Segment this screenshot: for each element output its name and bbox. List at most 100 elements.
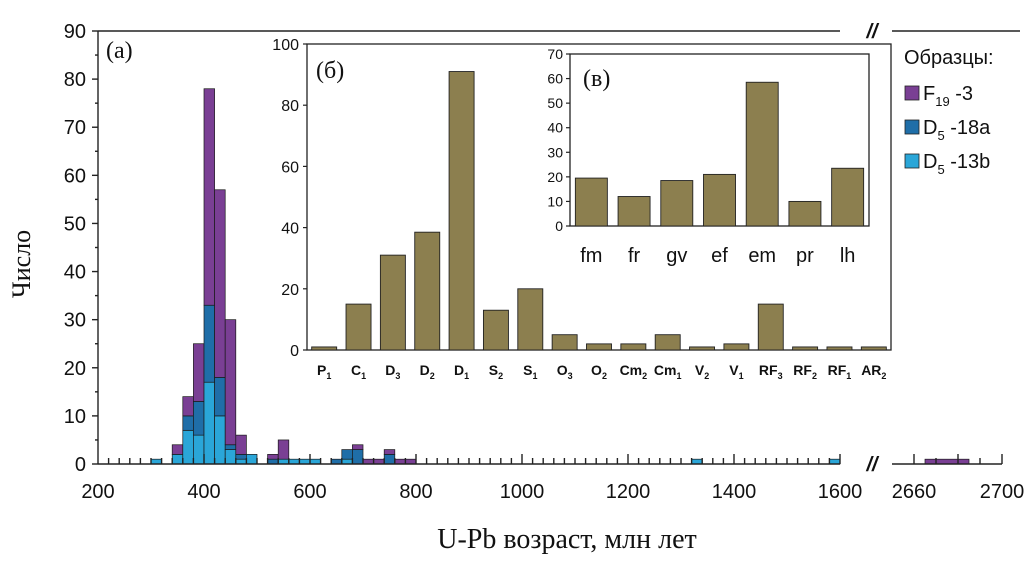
chart-c-x-tick-labels: fm fr gv ef em pr lh: [580, 245, 855, 267]
chart-b-bar: [551, 334, 578, 351]
legend: Образцы: F19 -3 D5 -18a D5 -13b: [904, 47, 994, 177]
chart-c-y-tick-label: 20: [547, 169, 563, 185]
histogram-bar-D5_18a: [214, 377, 226, 417]
chart-a-x-tick-label: 200: [81, 481, 114, 503]
chart-b-x-tick-labels: P1 C1 D3 D2 D1 S2 S1 O3 O2 Cm2 Cm1 V2 V1 RF3 RF2 RF1 AR2: [317, 362, 886, 381]
histogram-bar-D5_18a: [383, 454, 396, 465]
chart-a-bars: [150, 88, 970, 465]
chart-b-bar: [517, 288, 544, 351]
chart-c-x-tick-label: pr: [796, 245, 814, 267]
chart-a-x-tick-label: 400: [187, 481, 220, 503]
chart-c-y-tick-label: 0: [555, 218, 563, 234]
chart-a-x-tick-labels: 200 400 600 800 1000 1200 1400 1600 2660 2700: [81, 481, 1024, 503]
histogram-bar-D5_18a: [224, 444, 237, 450]
chart-c-y-tick-label: 70: [547, 46, 563, 62]
legend-swatch-D5_18a: [904, 119, 920, 135]
chart-a-y-tick-label: 50: [64, 213, 86, 235]
chart-c-bars: [574, 81, 865, 227]
chart-c-y-tick-label: 40: [547, 120, 563, 136]
chart-b-panel-label: (б): [316, 58, 344, 84]
legend-swatch-D5_13b: [904, 153, 920, 169]
legend-title: Образцы:: [904, 47, 994, 69]
chart-b-x-tick-label: RF3: [759, 362, 783, 381]
chart-b-x-tick-label: Cm1: [654, 362, 682, 381]
axis-break-marks: // //: [858, 21, 884, 476]
chart-a-y-tick-label: 10: [64, 406, 86, 428]
chart-c-bar: [831, 167, 865, 227]
chart-c-x-tick-label: ef: [711, 245, 728, 267]
histogram-bar-F19_3: [203, 88, 215, 306]
histogram-bar-D5_18a: [193, 401, 205, 436]
histogram-bar-F19_3: [362, 458, 374, 465]
chart-b-y-tick-label: 20: [281, 282, 299, 299]
chart-b-bars: [311, 71, 887, 351]
chart-b-x-tick-label: Cm2: [620, 362, 648, 381]
histogram-bar-F19_3: [214, 189, 226, 378]
chart-c-x-tick-label: fm: [580, 245, 602, 267]
chart-b-x-tick-label: O2: [591, 362, 607, 381]
histogram-bar-D5_13b: [182, 429, 194, 465]
chart-a-x-tick-label: 600: [293, 481, 326, 503]
chart-b-bar: [654, 334, 681, 351]
chart-b-x-tick-label: D3: [385, 362, 400, 381]
chart-b-bar: [860, 346, 887, 351]
chart-a-y-tick-label: 90: [64, 21, 86, 43]
chart-b-y-tick-label: 40: [281, 221, 299, 238]
chart-b-bar: [345, 303, 372, 351]
chart-b-y-tick-label: 80: [281, 98, 299, 115]
chart-c-bar: [574, 177, 608, 227]
histogram-bar-D5_13b: [341, 458, 353, 465]
chart-a-ylabel: Число: [7, 230, 36, 298]
histogram-bar-F19_3: [383, 449, 396, 455]
histogram-bar-F19_3: [182, 396, 194, 417]
chart-c-y-tick-label: 50: [547, 95, 563, 111]
chart-b-x-tick-label: AR2: [861, 362, 886, 381]
legend-entries: F19 -3 D5 -18a D5 -13b: [904, 83, 991, 177]
chart-b-x-tick-label: RF2: [793, 362, 817, 381]
chart-a-x-tick-label: 1400: [712, 481, 757, 503]
chart-b-bar: [311, 346, 338, 351]
chart-b-bar: [689, 346, 716, 351]
histogram-bar-F19_3: [405, 458, 417, 465]
chart-a-y-tick-label: 80: [64, 69, 86, 91]
histogram-bar-F19_3: [394, 458, 406, 465]
chart-b-bar: [482, 309, 509, 351]
histogram-bar-D5_13b: [288, 458, 300, 465]
histogram-bar-D5_13b: [691, 458, 703, 465]
chart-a-y-tick-label: 40: [64, 262, 86, 284]
chart-a-x-tick-label: 2660: [892, 481, 937, 503]
histogram-bar-D5_18a: [203, 304, 215, 383]
axis-break-gap: [858, 456, 884, 472]
histogram-bar-D5_13b: [150, 458, 162, 465]
histogram-bar-D5_13b: [309, 458, 321, 465]
chart-c-bar: [660, 180, 694, 227]
chart-c-bar: [617, 196, 651, 227]
histogram-bar-D5_18a: [330, 458, 343, 465]
chart-b-y-tick-label: 60: [281, 159, 299, 176]
legend-swatch-F19_3: [904, 85, 920, 101]
chart-b-bar: [723, 343, 750, 351]
chart-c-bar: [703, 173, 736, 227]
chart-b-y-tick-label: 100: [272, 37, 299, 54]
histogram-bar-D5_13b: [299, 458, 311, 465]
histogram-bar-F19_3: [224, 319, 237, 446]
axis-break-gap: [858, 23, 884, 39]
chart-c-y-tick-label: 10: [547, 193, 563, 209]
chart-a-x-tick-label: 2700: [980, 481, 1025, 503]
histogram-bar-F19_3: [352, 444, 364, 450]
histogram-bar-D5_18a: [267, 458, 279, 465]
chart-c-x-tick-label: em: [748, 245, 776, 267]
chart-b-x-tick-label: P1: [317, 362, 331, 381]
histogram-bar-F19_3: [171, 444, 184, 455]
chart-b-bar: [379, 254, 406, 351]
chart-b-y-tick-label: 0: [290, 343, 299, 360]
histogram-bar-D5_13b: [214, 415, 226, 465]
chart-b-bar: [448, 71, 475, 351]
histogram-bar-D5_13b: [829, 458, 841, 465]
chart-a-x-tick-label: 1600: [818, 481, 863, 503]
chart-a-y-tick-labels: 0 10 20 30 40 50 60 70 80 90: [64, 21, 86, 476]
legend-entry-label: F19 -3: [923, 83, 973, 109]
chart-c-x-tick-label: gv: [666, 245, 687, 267]
chart-c-panel-label: (в): [583, 66, 610, 92]
